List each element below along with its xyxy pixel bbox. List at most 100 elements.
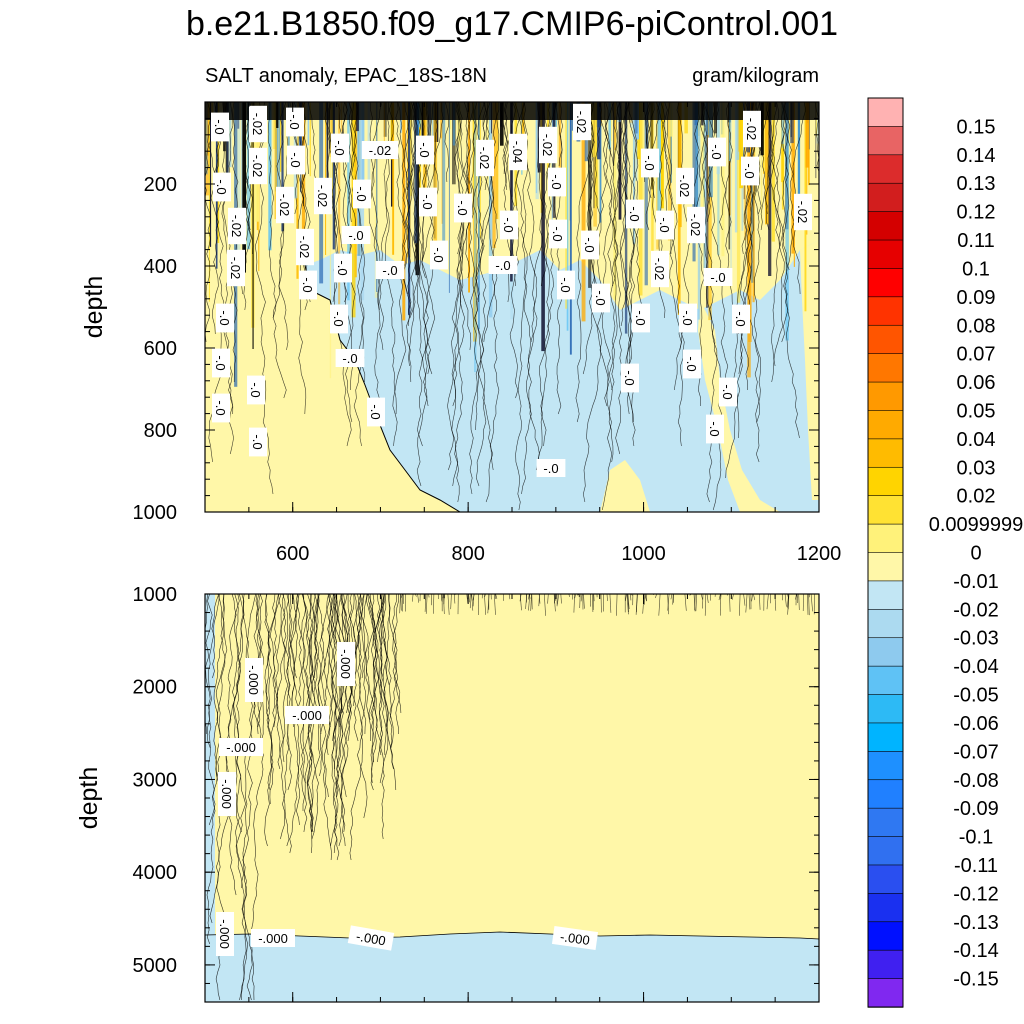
colorbar-swatch: [867, 637, 904, 667]
contour-line: [503, 102, 516, 287]
surface-streak: [351, 102, 356, 318]
surface-streak: [440, 102, 442, 139]
top-y-axis-label: depth: [80, 276, 108, 339]
surface-streak: [692, 102, 696, 262]
colorbar-swatch: [867, 580, 904, 611]
surface-streak: [789, 102, 791, 154]
contour-label: -.0: [626, 199, 644, 229]
contour-label: -.0: [331, 133, 349, 163]
contour-label: -.0: [249, 427, 267, 457]
contour-label-text: -.0: [642, 155, 657, 170]
contour-line: [579, 594, 581, 609]
contour-label: -.000: [285, 706, 329, 724]
colorbar-label: -0.12: [953, 883, 999, 905]
contour-line: [798, 594, 800, 611]
contour-line: [646, 102, 652, 199]
surface-streak: [500, 102, 504, 146]
contour-line: [538, 594, 541, 604]
contour-line: [275, 594, 286, 763]
contour-label-text: -.0: [550, 226, 565, 241]
contour-label: -.02: [227, 249, 245, 287]
contour-line: [437, 594, 439, 600]
contour-label: -.000: [245, 658, 263, 702]
contour-line: [702, 594, 704, 609]
surface-streak: [242, 102, 246, 273]
bottom-negative-deep-layer: [205, 932, 819, 1002]
surface-streak: [644, 102, 648, 286]
contour-label-text: -.02: [677, 175, 692, 197]
colorbar-label: 0.1: [962, 258, 990, 280]
colorbar-label: -0.14: [953, 940, 999, 962]
contour-label: -.0: [247, 375, 265, 405]
colorbar-label: -0.06: [953, 713, 999, 735]
contour-label-text: -.0: [248, 382, 263, 397]
contour-line: [575, 102, 593, 423]
surface-streak: [695, 102, 698, 211]
contour-label: -.0: [341, 226, 371, 244]
colorbar-label: -0.04: [953, 656, 999, 678]
contour-line: [553, 594, 556, 612]
contour-line: [380, 594, 392, 728]
colorbar-swatch: [867, 779, 904, 809]
surface-streak: [431, 102, 434, 153]
contour-label: -.0: [592, 283, 610, 313]
contour-line: [810, 594, 813, 612]
contour-line: [452, 102, 477, 487]
surface-streak: [763, 102, 765, 172]
colorbar-swatch: [867, 751, 904, 781]
contour-label-text: -.0: [354, 186, 369, 201]
surface-streak: [409, 102, 412, 196]
contour-line: [447, 594, 450, 615]
colorbar-swatch: [867, 154, 904, 184]
contour-line: [508, 594, 511, 600]
contour-label-text: -.0: [709, 144, 724, 159]
colorbar-label: -0.11: [954, 855, 998, 877]
surface-streak: [588, 102, 592, 288]
contour-line: [718, 594, 721, 601]
surface-streak: [278, 102, 281, 195]
contour-label: -.02: [794, 193, 812, 231]
contour-line: [557, 102, 563, 167]
colorbar-label: -0.05: [953, 685, 999, 707]
contour-label-text: -.0: [710, 270, 725, 285]
contour-line: [456, 102, 469, 191]
contour-label: -.04: [509, 133, 527, 171]
contour-line: [206, 594, 221, 945]
contour-label: -.000: [219, 738, 263, 756]
contour-line: [431, 594, 433, 606]
contour-line: [399, 594, 401, 614]
contour-line: [421, 102, 430, 263]
contour-line: [495, 594, 498, 599]
colorbar-frame: [867, 97, 904, 1008]
contour-line: [759, 594, 761, 610]
colorbar-swatch: [867, 694, 904, 724]
contour-line: [684, 594, 687, 611]
contour-line: [472, 594, 475, 601]
contour-line: [807, 594, 809, 615]
contour-line: [737, 102, 758, 439]
bottom-contour-labels: -.000 -.000 -.000 -.000 -.000 -.000 -.000 -.000…: [216, 642, 599, 956]
contour-line: [366, 594, 378, 721]
surface-streak: [416, 102, 419, 142]
surface-streak: [747, 102, 751, 378]
contour-label-text: -.02: [229, 215, 244, 237]
contour-label-text: -.0: [331, 311, 346, 326]
contour-line: [410, 102, 429, 407]
contour-line: [544, 594, 546, 616]
contour-label: -.0: [375, 261, 405, 279]
contour-line: [471, 594, 474, 611]
colorbar-swatch: [867, 807, 904, 838]
contour-line: [625, 594, 627, 602]
surface-streak: [374, 102, 378, 298]
contour-label: -.0: [557, 270, 575, 300]
contour-label-text: -.0: [720, 384, 735, 399]
colorbar-label: -0.13: [953, 912, 999, 934]
colorbar-label: 0: [970, 543, 981, 565]
contour-label: -.0: [719, 377, 737, 407]
contour-line: [400, 594, 403, 599]
contour-line: [425, 594, 428, 614]
contour-line: [359, 594, 367, 735]
contour-label-text: -.02: [228, 257, 243, 279]
colorbar-swatch: [867, 949, 904, 980]
colorbar-label: 0.15: [957, 116, 996, 138]
